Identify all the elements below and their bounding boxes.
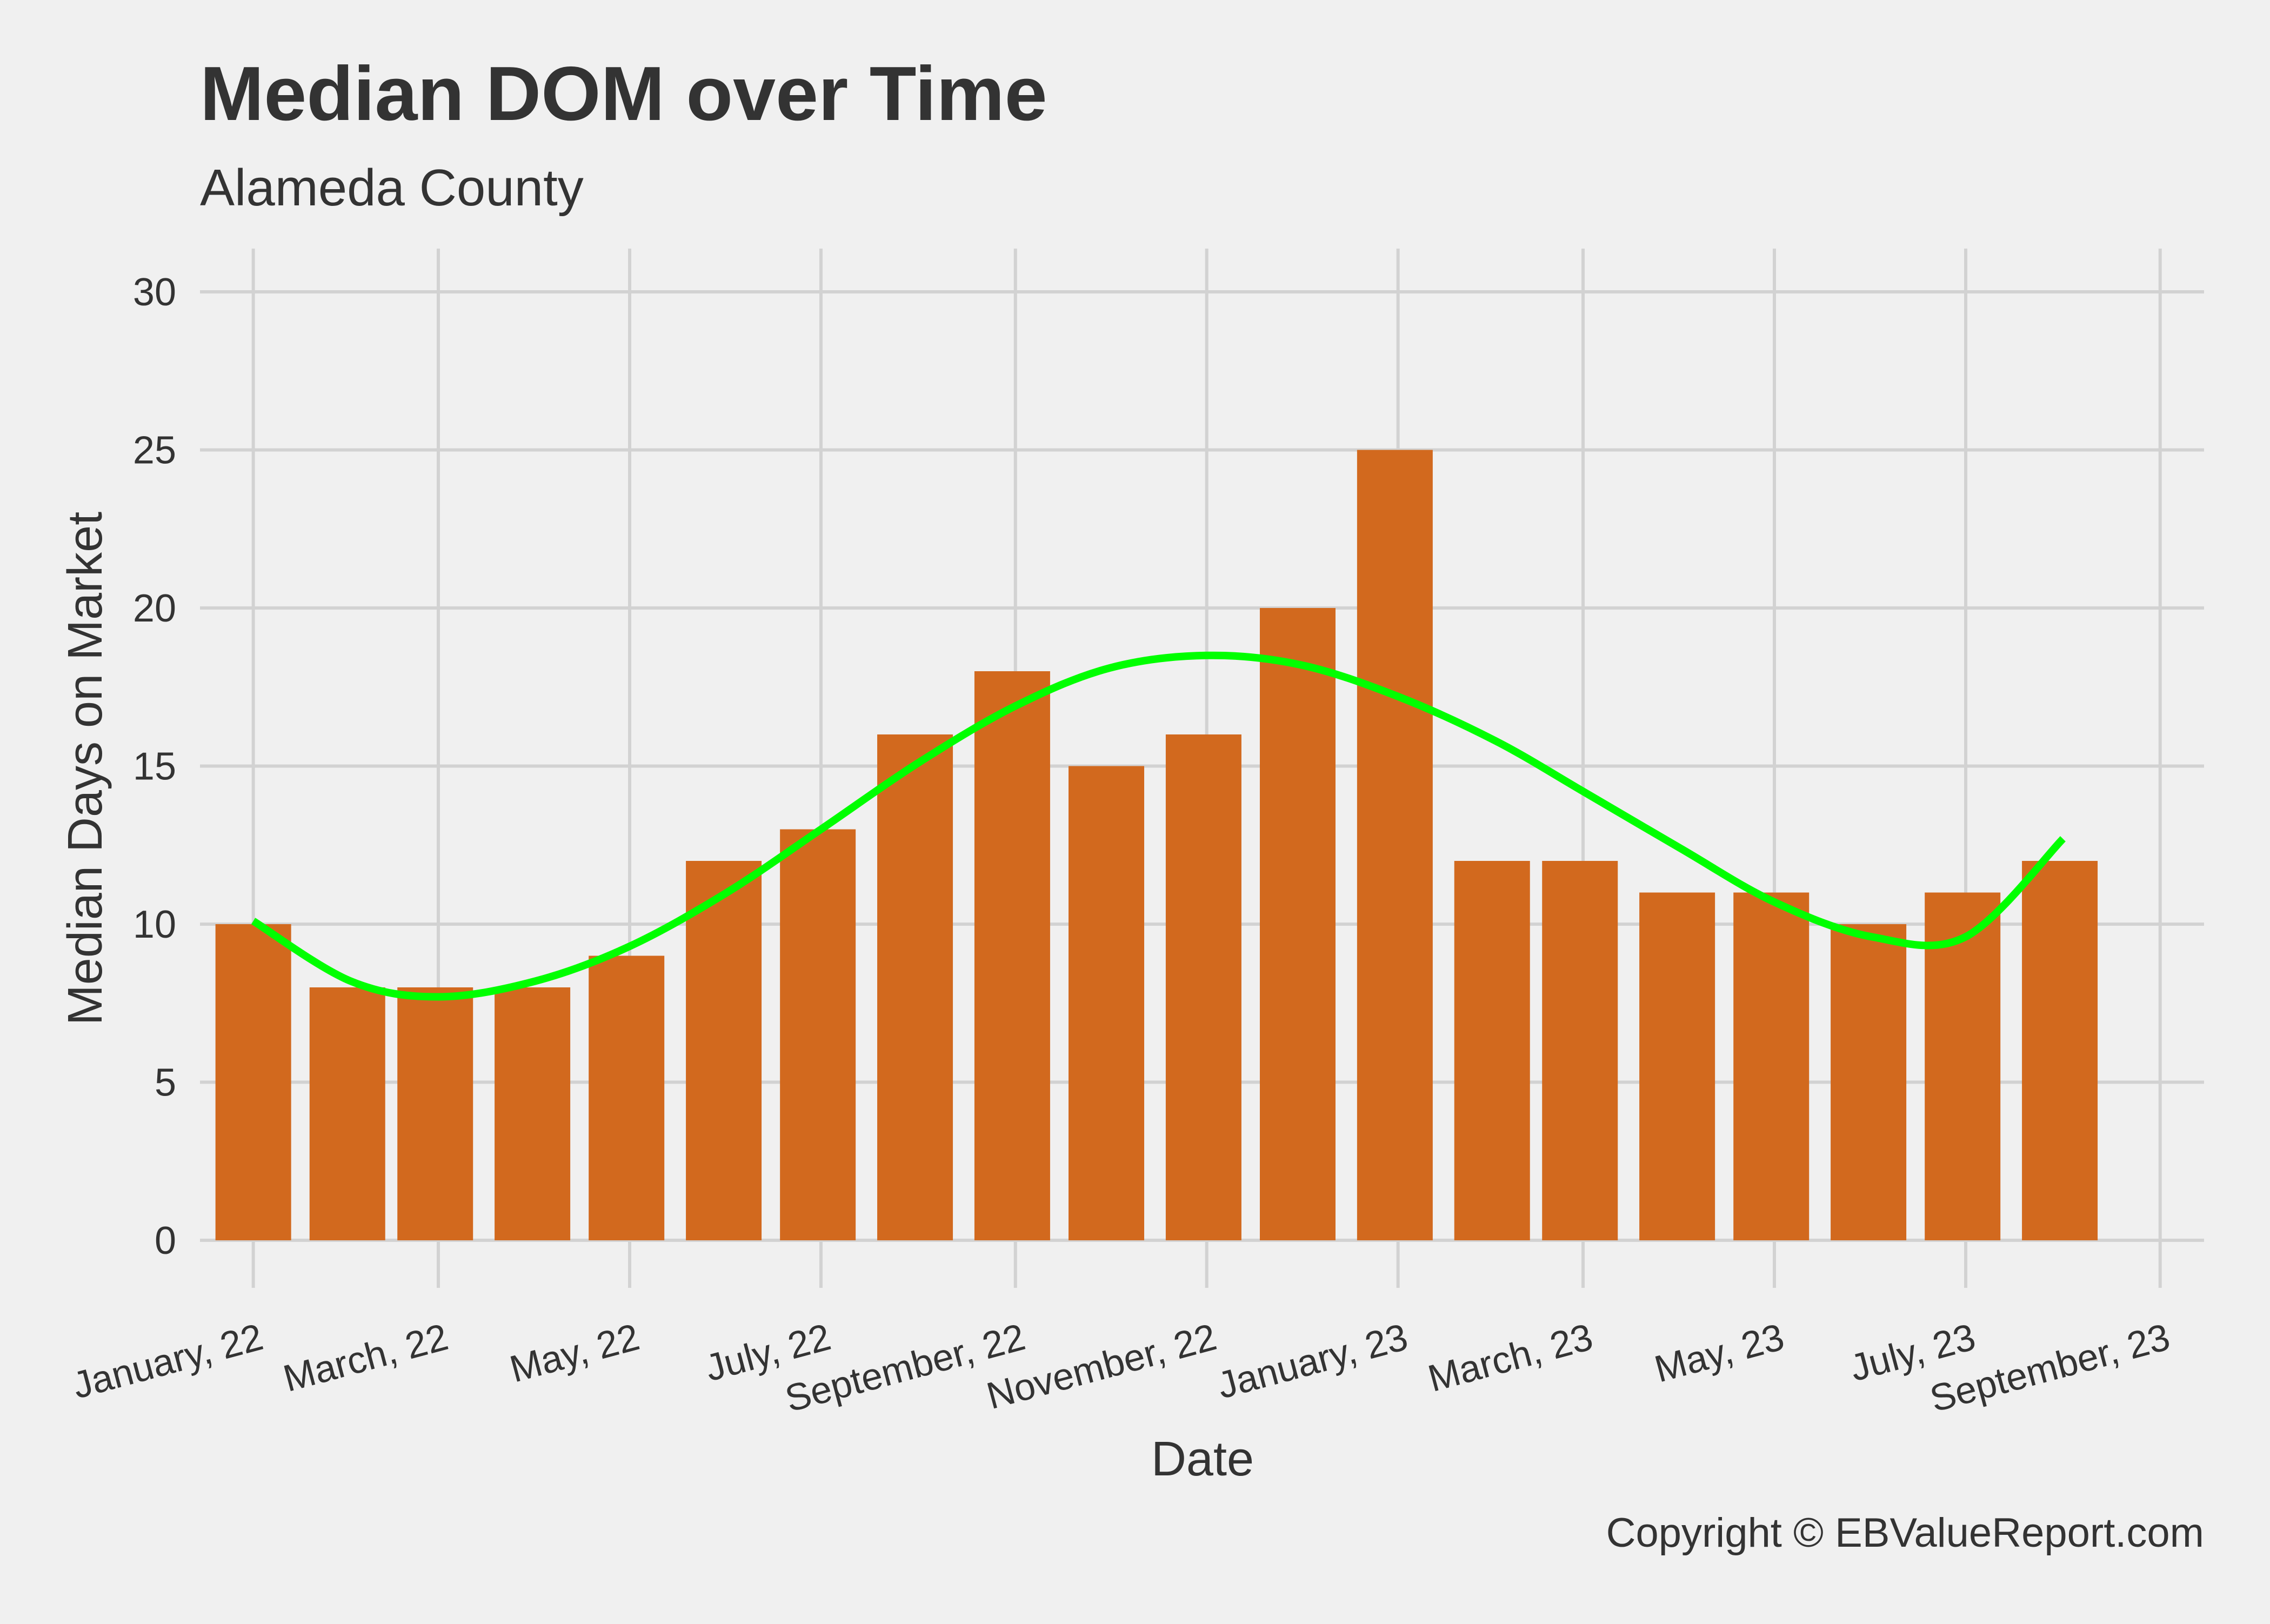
y-tick-label: 25 xyxy=(133,429,176,472)
bar xyxy=(877,734,953,1240)
copyright-caption: Copyright © EBValueReport.com xyxy=(1606,1510,2204,1556)
bar xyxy=(780,829,856,1240)
bar xyxy=(1165,734,1241,1240)
bar xyxy=(1357,450,1433,1240)
bars xyxy=(215,450,2098,1240)
bar xyxy=(1259,608,1336,1240)
bar xyxy=(1733,892,1810,1240)
y-tick-label: 20 xyxy=(133,587,176,630)
y-tick-label: 30 xyxy=(133,271,176,314)
bar xyxy=(1639,892,1715,1240)
bar xyxy=(1542,861,1618,1240)
y-tick-label: 5 xyxy=(155,1061,176,1105)
y-tick-label: 0 xyxy=(155,1219,176,1262)
y-axis-title: Median Days on Market xyxy=(58,512,112,1025)
y-tick-label: 15 xyxy=(133,745,176,788)
bar xyxy=(2022,861,2098,1240)
trend-line xyxy=(251,651,2066,1001)
x-axis-title: Date xyxy=(1151,1432,1254,1486)
bar xyxy=(309,987,385,1240)
bar xyxy=(1069,766,1145,1240)
bar xyxy=(974,671,1050,1240)
y-tick-label: 10 xyxy=(133,903,176,946)
bar xyxy=(1454,861,1530,1240)
chart-title: Median DOM over Time xyxy=(200,51,1047,137)
bar xyxy=(589,955,665,1240)
bar xyxy=(215,924,291,1240)
bar xyxy=(397,987,473,1240)
bar xyxy=(1925,892,2001,1240)
trend-line-group xyxy=(251,651,2066,1001)
bar xyxy=(1831,924,1907,1240)
y-axis-ticks: 0 5 10 15 20 25 30 xyxy=(133,271,176,1262)
bar xyxy=(686,861,762,1240)
bar xyxy=(495,987,571,1240)
chart-subtitle: Alameda County xyxy=(200,159,584,217)
